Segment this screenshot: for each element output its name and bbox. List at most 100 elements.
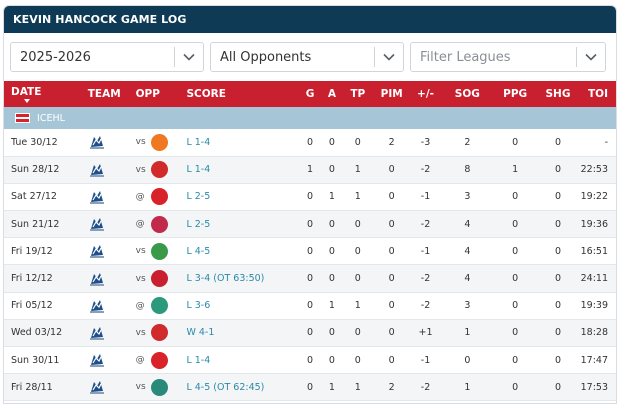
- column-header-sog[interactable]: SOG: [454, 88, 480, 100]
- game-score-link[interactable]: L 4-5: [186, 245, 211, 257]
- stat-points: 1: [354, 300, 361, 312]
- stat-assists: 1: [328, 381, 335, 393]
- stat-toi: 19:22: [580, 191, 608, 203]
- opp-pioneers-logo[interactable]: [150, 161, 168, 179]
- stat-ppg: 0: [512, 273, 519, 285]
- stat-points: 1: [354, 191, 361, 203]
- team-logo-icon[interactable]: [88, 161, 106, 179]
- table-row: Sun 21/12 @ L 2-5 0 0 0 0 -2 4 0 0 19:36: [4, 210, 616, 238]
- stat-toi: 16:51: [580, 245, 608, 257]
- venue-indicator: vs: [135, 382, 146, 393]
- game-date: Fri 19/12: [11, 245, 53, 257]
- page-title: KEVIN HANCOCK GAME LOG: [4, 6, 616, 33]
- stat-toi: 17:53: [580, 381, 608, 393]
- opp-99ers-logo[interactable]: [150, 133, 168, 151]
- column-header-date[interactable]: DATE: [4, 81, 88, 107]
- game-score-link[interactable]: L 4-5 (OT 62:45): [186, 381, 265, 393]
- game-date: Fri 28/11: [11, 381, 53, 393]
- column-header-a[interactable]: A: [327, 88, 337, 100]
- season-select[interactable]: 2025-2026: [10, 42, 204, 72]
- stat-points: 0: [354, 218, 361, 230]
- stat-shg: 0: [554, 245, 562, 257]
- column-header-score[interactable]: SCORE: [186, 88, 226, 100]
- stat-plus-minus: -2: [420, 300, 431, 312]
- game-score-link[interactable]: L 2-5: [186, 218, 211, 230]
- team-logo-icon[interactable]: [88, 188, 106, 206]
- stat-toi: 19:39: [580, 300, 608, 312]
- venue-indicator: vs: [135, 164, 146, 175]
- game-score-link[interactable]: W 4-1: [186, 327, 215, 339]
- stat-goals: 0: [307, 218, 314, 230]
- league-name[interactable]: ICEHL: [37, 112, 65, 124]
- column-header-shg[interactable]: SHG: [545, 88, 571, 100]
- leagues-select[interactable]: Filter Leagues: [410, 42, 606, 72]
- stat-pim: 2: [388, 381, 395, 393]
- stat-assists: 0: [328, 354, 335, 366]
- chevron-down-icon: [577, 53, 605, 61]
- game-date: Sat 27/12: [11, 191, 57, 203]
- game-score-link[interactable]: L 1-4: [186, 354, 211, 366]
- column-header-team[interactable]: TEAM: [87, 88, 121, 100]
- stat-ppg: 1: [512, 164, 519, 176]
- stat-pim: 0: [388, 218, 395, 230]
- stat-toi: 24:11: [580, 273, 608, 285]
- stat-sog: 3: [464, 191, 471, 203]
- stat-plus-minus: -2: [420, 164, 431, 176]
- venue-indicator: @: [135, 219, 145, 230]
- sort-down-icon: [24, 98, 30, 103]
- column-header-plus-minus[interactable]: +/-: [417, 88, 435, 100]
- column-header-toi[interactable]: TOI: [588, 88, 608, 100]
- game-score-link[interactable]: L 3-4 (OT 63:50): [186, 273, 265, 285]
- game-date: Sun 30/11: [11, 354, 60, 366]
- stat-plus-minus: -2: [420, 381, 431, 393]
- stat-points: 0: [354, 354, 361, 366]
- opp-kac-logo[interactable]: [150, 351, 168, 369]
- column-header-pim[interactable]: PIM: [380, 88, 403, 100]
- opp-pioneers-logo[interactable]: [150, 324, 168, 342]
- opp-ferencvaros-logo[interactable]: [150, 242, 168, 260]
- team-logo-icon[interactable]: [88, 378, 106, 396]
- stat-toi: -: [604, 136, 608, 148]
- opp-redbull-logo[interactable]: [150, 270, 168, 288]
- stat-goals: 0: [307, 191, 314, 203]
- stat-shg: 0: [554, 354, 562, 366]
- game-score-link[interactable]: L 3-6: [186, 300, 211, 312]
- stat-sog: 0: [464, 354, 471, 366]
- column-header-opp[interactable]: OPP: [135, 88, 160, 100]
- team-logo-icon[interactable]: [88, 242, 106, 260]
- stat-goals: 0: [307, 354, 314, 366]
- opp-olimpija-logo[interactable]: [150, 297, 168, 315]
- team-logo-icon[interactable]: [88, 324, 106, 342]
- stat-goals: 1: [307, 164, 314, 176]
- stat-toi: 17:47: [580, 354, 608, 366]
- stat-goals: 0: [307, 273, 314, 285]
- column-header-tp[interactable]: TP: [350, 88, 366, 100]
- stat-ppg: 0: [512, 300, 519, 312]
- opp-blackwings-logo[interactable]: [150, 378, 168, 396]
- column-header-g[interactable]: G: [305, 88, 315, 100]
- stat-sog: 1: [464, 327, 471, 339]
- game-log-table: DATE TEAM OPP SCORE G A TP PIM +/- SOG P…: [4, 81, 616, 401]
- opponents-select[interactable]: All Opponents: [210, 42, 404, 72]
- stat-pim: 0: [388, 273, 395, 285]
- team-logo-icon[interactable]: [88, 297, 106, 315]
- game-score-link[interactable]: L 1-4: [186, 136, 211, 148]
- stat-shg: 0: [554, 273, 562, 285]
- column-header-ppg[interactable]: PPG: [503, 88, 528, 100]
- stat-assists: 0: [328, 218, 335, 230]
- team-logo-icon[interactable]: [88, 270, 106, 288]
- stat-assists: 0: [328, 273, 335, 285]
- opp-capitals-logo[interactable]: [150, 215, 168, 233]
- game-score-link[interactable]: L 2-5: [186, 191, 211, 203]
- opp-kac-logo[interactable]: [150, 188, 168, 206]
- stat-shg: 0: [554, 300, 562, 312]
- team-logo-icon[interactable]: [88, 133, 106, 151]
- stat-points: 0: [354, 327, 361, 339]
- venue-indicator: vs: [135, 246, 146, 257]
- venue-indicator: vs: [135, 273, 146, 284]
- venue-indicator: @: [135, 355, 145, 366]
- game-score-link[interactable]: L 1-4: [186, 164, 211, 176]
- team-logo-icon[interactable]: [88, 215, 106, 233]
- team-logo-icon[interactable]: [88, 351, 106, 369]
- stat-plus-minus: -1: [420, 191, 431, 203]
